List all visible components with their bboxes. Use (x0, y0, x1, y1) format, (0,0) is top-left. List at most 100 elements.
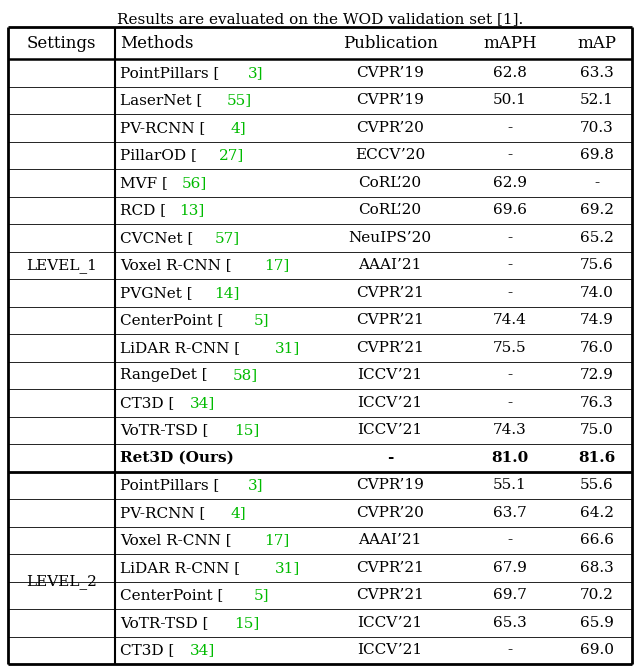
Text: PV-RCNN [: PV-RCNN [ (120, 506, 205, 520)
Text: PillarOD [: PillarOD [ (120, 148, 197, 162)
Text: -: - (508, 148, 513, 162)
Text: 27]: 27] (219, 148, 244, 162)
Text: 55.1: 55.1 (493, 478, 527, 492)
Text: CVCNet [: CVCNet [ (120, 230, 193, 245)
Text: CVPR’19: CVPR’19 (356, 478, 424, 492)
Text: -: - (387, 451, 393, 465)
Text: 67.9: 67.9 (493, 561, 527, 575)
Text: 31]: 31] (275, 561, 300, 575)
Text: ICCV’21: ICCV’21 (357, 423, 422, 438)
Text: mAP: mAP (577, 34, 616, 52)
Text: 62.8: 62.8 (493, 66, 527, 80)
Text: 65.9: 65.9 (580, 616, 614, 630)
Text: CT3D [: CT3D [ (120, 396, 174, 410)
Text: -: - (508, 369, 513, 383)
Text: ECCV’20: ECCV’20 (355, 148, 425, 162)
Text: 75.0: 75.0 (580, 423, 614, 438)
Text: PV-RCNN [: PV-RCNN [ (120, 121, 205, 135)
Text: CVPR’19: CVPR’19 (356, 66, 424, 80)
Text: ICCV’21: ICCV’21 (357, 369, 422, 383)
Text: 74.4: 74.4 (493, 314, 527, 327)
Text: 13]: 13] (179, 203, 205, 217)
Text: -: - (595, 176, 600, 190)
Text: 63.3: 63.3 (580, 66, 614, 80)
Text: Settings: Settings (27, 34, 96, 52)
Text: -: - (508, 533, 513, 547)
Text: 58]: 58] (233, 369, 258, 383)
Text: 69.0: 69.0 (580, 643, 614, 657)
Text: 31]: 31] (275, 341, 300, 354)
Text: 5]: 5] (253, 588, 269, 602)
Text: 74.0: 74.0 (580, 285, 614, 299)
Text: 64.2: 64.2 (580, 506, 614, 520)
Text: PVGNet [: PVGNet [ (120, 285, 193, 299)
Text: 34]: 34] (190, 396, 216, 410)
Text: 50.1: 50.1 (493, 93, 527, 107)
Text: 69.6: 69.6 (493, 203, 527, 217)
Text: 34]: 34] (190, 643, 216, 657)
Text: CT3D [: CT3D [ (120, 643, 174, 657)
Text: Publication: Publication (342, 34, 437, 52)
Text: Voxel R-CNN [: Voxel R-CNN [ (120, 533, 232, 547)
Text: 74.9: 74.9 (580, 314, 614, 327)
Text: -: - (508, 396, 513, 410)
Text: CoRL’20: CoRL’20 (358, 203, 422, 217)
Text: ICCV’21: ICCV’21 (357, 396, 422, 410)
Text: CVPR’19: CVPR’19 (356, 93, 424, 107)
Text: 15]: 15] (234, 616, 259, 630)
Text: 52.1: 52.1 (580, 93, 614, 107)
Text: VoTR-TSD [: VoTR-TSD [ (120, 423, 209, 438)
Text: -: - (508, 285, 513, 299)
Text: -: - (508, 258, 513, 272)
Text: -: - (508, 643, 513, 657)
Text: 69.8: 69.8 (580, 148, 614, 162)
Text: AAAI’21: AAAI’21 (358, 258, 422, 272)
Text: 5]: 5] (253, 314, 269, 327)
Text: 4]: 4] (230, 506, 246, 520)
Text: MVF [: MVF [ (120, 176, 168, 190)
Text: CVPR’21: CVPR’21 (356, 314, 424, 327)
Text: LEVEL_1: LEVEL_1 (26, 258, 97, 273)
Text: CVPR’21: CVPR’21 (356, 341, 424, 354)
Text: 62.9: 62.9 (493, 176, 527, 190)
Text: PointPillars [: PointPillars [ (120, 478, 220, 492)
Text: 75.6: 75.6 (580, 258, 614, 272)
Text: 3]: 3] (248, 66, 264, 80)
Text: CVPR’21: CVPR’21 (356, 285, 424, 299)
Text: Voxel R-CNN [: Voxel R-CNN [ (120, 258, 232, 272)
Text: Results are evaluated on the WOD validation set [1].: Results are evaluated on the WOD validat… (117, 12, 523, 26)
Text: 57]: 57] (214, 230, 240, 245)
Text: RangeDet [: RangeDet [ (120, 369, 207, 383)
Text: RCD [: RCD [ (120, 203, 166, 217)
Text: -: - (508, 121, 513, 135)
Text: CVPR’21: CVPR’21 (356, 561, 424, 575)
Text: LiDAR R-CNN [: LiDAR R-CNN [ (120, 561, 240, 575)
Text: CoRL’20: CoRL’20 (358, 176, 422, 190)
Text: 70.3: 70.3 (580, 121, 614, 135)
Text: CVPR’20: CVPR’20 (356, 506, 424, 520)
Text: 65.3: 65.3 (493, 616, 527, 630)
Text: 69.2: 69.2 (580, 203, 614, 217)
Text: CVPR’21: CVPR’21 (356, 588, 424, 602)
Text: ICCV’21: ICCV’21 (357, 643, 422, 657)
Text: 81.0: 81.0 (492, 451, 529, 465)
Text: VoTR-TSD [: VoTR-TSD [ (120, 616, 209, 630)
Text: CVPR’20: CVPR’20 (356, 121, 424, 135)
Text: 17]: 17] (264, 258, 289, 272)
Text: PointPillars [: PointPillars [ (120, 66, 220, 80)
Text: 15]: 15] (234, 423, 259, 438)
Text: CenterPoint [: CenterPoint [ (120, 588, 223, 602)
Text: 17]: 17] (264, 533, 289, 547)
Text: 56]: 56] (182, 176, 207, 190)
Text: 74.3: 74.3 (493, 423, 527, 438)
Text: Ret3D (Ours): Ret3D (Ours) (120, 451, 234, 465)
Text: mAPH: mAPH (483, 34, 537, 52)
Text: ICCV’21: ICCV’21 (357, 616, 422, 630)
Text: CenterPoint [: CenterPoint [ (120, 314, 223, 327)
Text: 14]: 14] (214, 285, 239, 299)
Text: 65.2: 65.2 (580, 230, 614, 245)
Text: 69.7: 69.7 (493, 588, 527, 602)
Text: LiDAR R-CNN [: LiDAR R-CNN [ (120, 341, 240, 354)
Text: 70.2: 70.2 (580, 588, 614, 602)
Text: 63.7: 63.7 (493, 506, 527, 520)
